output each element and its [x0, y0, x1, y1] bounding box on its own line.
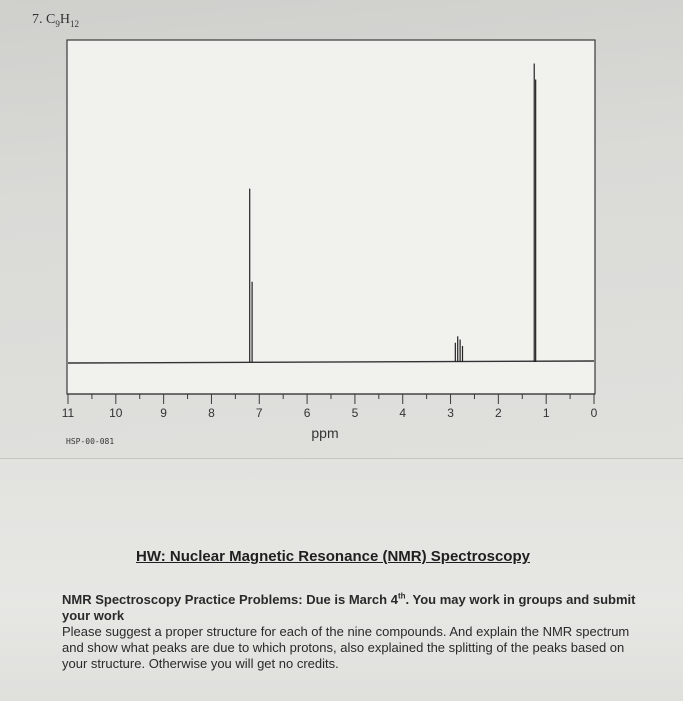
group-work-text: . You may work in groups and submit your… [62, 592, 636, 623]
tick-label-3: 3 [447, 406, 454, 420]
problem-number: 7. [32, 12, 43, 27]
x-axis-label: ppm [311, 425, 338, 441]
tick-label-4: 4 [399, 406, 406, 420]
plot-frame [66, 39, 596, 395]
formula: C9H12 [46, 12, 79, 29]
baseline [67, 360, 595, 364]
tick-label-7: 7 [256, 406, 263, 420]
nmr-spectrum-chart: 11 10 9 8 7 6 5 4 3 2 1 0 ppm [62, 39, 598, 441]
tick-label-0: 0 [591, 406, 598, 420]
due-date-sup: th [397, 591, 406, 601]
homework-instructions: NMR Spectroscopy Practice Problems: Due … [62, 592, 642, 672]
problem-label: 7. C9H12 [32, 12, 79, 29]
tick-label-2: 2 [495, 406, 502, 420]
tick-label-1: 1 [543, 406, 550, 420]
tick-label-8: 8 [208, 406, 215, 420]
due-date-text: NMR Spectroscopy Practice Problems: Due … [62, 592, 398, 607]
tick-label-6: 6 [304, 406, 311, 420]
tick-label-11: 11 [62, 406, 75, 420]
tick-label-10: 10 [109, 406, 123, 420]
tick-label-5: 5 [352, 406, 359, 420]
spectrum-code: HSP-00-081 [66, 437, 115, 446]
instructions-text: Please suggest a proper structure for ea… [62, 624, 630, 671]
homework-sheet [0, 458, 683, 701]
homework-title: HW: Nuclear Magnetic Resonance (NMR) Spe… [136, 548, 530, 565]
ticks-group: 11 10 9 8 7 6 5 4 3 2 1 0 [62, 394, 598, 420]
tick-label-9: 9 [160, 406, 167, 420]
peaks-group [249, 63, 537, 362]
